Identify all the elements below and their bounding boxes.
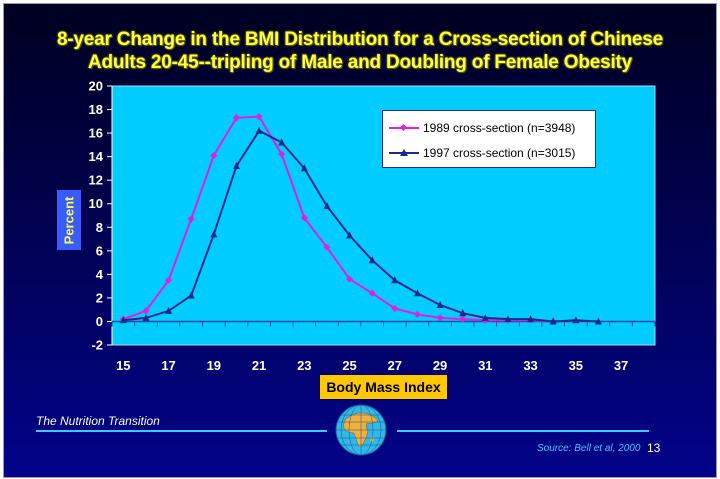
data-point — [459, 315, 467, 323]
data-point — [232, 114, 240, 122]
data-point — [300, 214, 308, 222]
data-point — [549, 317, 557, 325]
page-number: 13 — [647, 441, 661, 455]
legend-marker-1989 — [389, 123, 419, 132]
data-point — [165, 306, 173, 314]
data-point — [481, 313, 489, 321]
legend-entry-1997: 1997 cross-section (n=3015) — [389, 145, 575, 161]
data-point — [413, 289, 421, 297]
series-1997 — [119, 126, 602, 325]
data-point — [346, 231, 354, 239]
y-tick-label: 4 — [96, 267, 104, 282]
footer-title: The Nutrition Transition — [36, 414, 160, 428]
y-tick-label: 10 — [89, 196, 103, 211]
title-line-2: Adults 20-45--tripling of Male and Doubl… — [87, 52, 633, 73]
x-tick-label: 15 — [116, 358, 130, 373]
y-tick-label: 14 — [89, 149, 104, 164]
x-tick-label: 31 — [478, 358, 492, 373]
data-point — [323, 202, 331, 210]
data-point — [255, 113, 263, 121]
y-tick-label: 16 — [89, 126, 103, 141]
x-tick-label: 25 — [342, 358, 356, 373]
x-axis-label: Body Mass Index — [320, 375, 447, 399]
y-tick-label: 18 — [89, 102, 103, 117]
data-point — [142, 313, 150, 321]
x-tick-label: 33 — [523, 358, 537, 373]
x-tick-label: 17 — [161, 358, 175, 373]
footer-divider-right — [397, 430, 649, 432]
data-point — [504, 315, 512, 323]
data-point — [413, 310, 421, 318]
x-tick-label: 19 — [207, 358, 221, 373]
slide-title: 8-year Change in the BMI Distribution fo… — [0, 28, 720, 74]
data-point — [391, 305, 399, 313]
series-line — [123, 129, 599, 323]
data-point — [527, 315, 535, 323]
globe-icon — [335, 404, 387, 456]
y-tick-label: 6 — [96, 243, 103, 258]
data-point — [300, 164, 308, 172]
y-axis-label: Percent — [61, 196, 77, 244]
data-point — [572, 316, 580, 324]
source-citation: Source: Bell et al, 2000 — [537, 443, 641, 454]
legend-label-1989: 1989 cross-section (n=3948) — [423, 121, 576, 135]
data-point — [255, 126, 263, 134]
data-point — [594, 317, 602, 325]
data-point — [232, 162, 240, 170]
series-line — [122, 115, 554, 323]
legend-label-1997: 1997 cross-section (n=3015) — [423, 146, 576, 160]
y-tick-label: 8 — [96, 220, 103, 235]
y-tick-label: 12 — [89, 173, 103, 188]
data-point — [346, 275, 354, 283]
legend-entry-1989: 1989 cross-section (n=3948) — [389, 120, 575, 136]
title-line-1: 8-year Change in the BMI Distribution fo… — [56, 29, 664, 50]
y-axis: -2 0 2 4 6 8 10 12 14 16 18 20 — [89, 79, 113, 353]
series-layer — [119, 113, 602, 325]
data-point — [368, 289, 376, 297]
legend-marker-1997 — [389, 149, 419, 156]
footer-divider-left — [36, 430, 327, 432]
data-point — [436, 314, 444, 322]
x-tick-label: 37 — [614, 358, 628, 373]
data-point — [165, 276, 173, 284]
x-tick-label: 29 — [433, 358, 447, 373]
y-tick-label: -2 — [91, 338, 103, 353]
data-point — [187, 291, 195, 299]
data-point — [210, 151, 218, 159]
data-point — [368, 256, 376, 264]
data-point — [278, 150, 286, 158]
y-axis-label-box — [57, 190, 81, 250]
y-tick-label: 0 — [96, 314, 103, 329]
data-point — [436, 300, 444, 308]
data-point — [187, 215, 195, 223]
data-point — [210, 230, 218, 238]
x-tick-label: 27 — [388, 358, 402, 373]
data-point — [459, 309, 467, 317]
x-tick-label: 23 — [297, 358, 311, 373]
chart-legend: 1989 cross-section (n=3948) 1997 cross-s… — [382, 110, 596, 168]
data-point — [323, 243, 331, 251]
data-point — [391, 276, 399, 284]
x-tick-label: 35 — [569, 358, 583, 373]
data-point — [278, 138, 286, 146]
data-point — [119, 316, 127, 324]
y-tick-label: 2 — [96, 290, 103, 305]
x-tick-label: 21 — [252, 358, 266, 373]
y-tick-label: 20 — [89, 79, 103, 94]
data-point — [142, 307, 150, 315]
